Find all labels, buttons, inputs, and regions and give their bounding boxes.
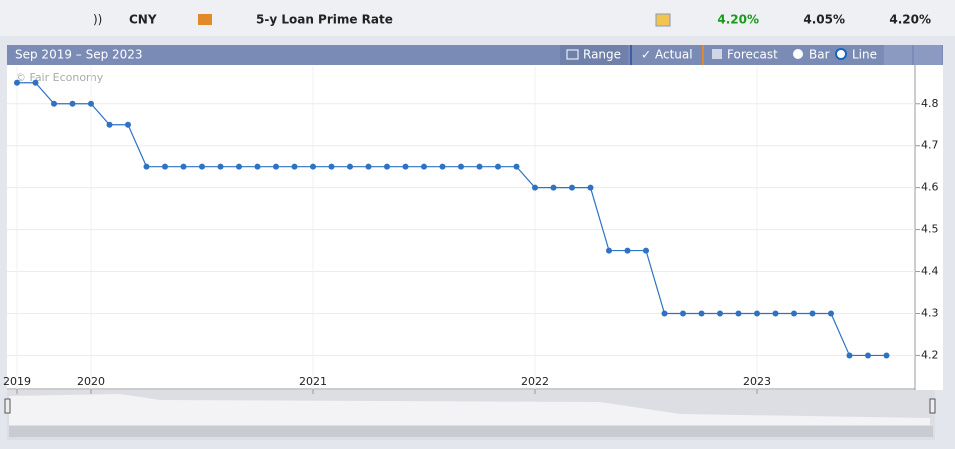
bar-option[interactable]: Bar: [809, 48, 830, 62]
data-point: [199, 163, 205, 170]
data-point: [809, 310, 816, 317]
actual-toggle[interactable]: Actual: [655, 48, 693, 62]
data-point: [791, 310, 797, 317]
event-name[interactable]: 5-y Loan Prime Rate: [256, 13, 393, 27]
data-point: [347, 163, 353, 170]
zoom-in[interactable]: [884, 45, 912, 65]
forecast-checkbox[interactable]: [712, 49, 722, 59]
forecast-toggle[interactable]: Forecast: [727, 48, 778, 62]
data-point: [754, 310, 760, 317]
data-point: [69, 100, 76, 107]
data-point: [217, 163, 224, 170]
data-point: [883, 352, 890, 359]
data-point: [643, 247, 649, 254]
zoom-out[interactable]: [914, 45, 942, 65]
y-tick-label: 4.6: [921, 181, 939, 194]
data-point: [828, 310, 834, 317]
data-point: [772, 310, 779, 317]
data-point: [384, 163, 390, 170]
data-point: [698, 310, 705, 317]
data-point: [661, 310, 668, 317]
data-point: [735, 310, 742, 317]
range-label: Sep 2019 – Sep 2023: [15, 48, 143, 62]
data-point: [254, 163, 261, 170]
nav-handle-right[interactable]: [929, 398, 936, 414]
line-radio[interactable]: [835, 48, 847, 60]
data-point: [624, 247, 631, 254]
data-point: [291, 163, 298, 170]
data-point: [273, 163, 279, 170]
currency: CNY: [129, 13, 157, 27]
data-point: [162, 163, 168, 170]
y-tick-label: 4.2: [921, 348, 939, 361]
data-point: [143, 163, 150, 170]
navigator-area: [9, 394, 930, 425]
data-point: [513, 163, 520, 170]
y-tick-label: 4.7: [921, 139, 939, 152]
detail-icon[interactable]: [655, 13, 671, 27]
watermark: © Fair Economy: [15, 71, 104, 84]
actual-value: 4.20%: [717, 13, 759, 27]
data-point: [88, 100, 94, 107]
data-point: [32, 79, 39, 86]
data-point: [51, 100, 57, 107]
data-point: [458, 163, 464, 170]
data-point: [14, 79, 20, 86]
data-point: [328, 163, 335, 170]
range-icon: [566, 49, 579, 60]
impact-icon: [198, 14, 212, 25]
forecast-value: 4.05%: [803, 13, 845, 27]
sound-icon[interactable]: )): [93, 13, 102, 27]
range-button-label[interactable]: Range: [583, 48, 621, 62]
line-option[interactable]: Line: [852, 48, 877, 62]
data-point: [550, 184, 557, 191]
data-point: [421, 163, 427, 170]
data-point: [680, 310, 686, 317]
data-point: [125, 121, 131, 128]
data-line: [17, 82, 887, 357]
data-point: [365, 163, 372, 170]
data-point: [569, 184, 575, 191]
y-tick-label: 4.5: [921, 223, 939, 236]
data-point: [587, 184, 594, 191]
previous-value: 4.20%: [889, 13, 931, 27]
data-point: [532, 184, 538, 191]
scrollbar[interactable]: [9, 426, 933, 437]
x-tick-label: 2023: [743, 375, 771, 388]
y-tick-label: 4.8: [921, 97, 939, 110]
actual-marker: [630, 45, 632, 65]
data-point: [106, 121, 113, 128]
y-tick-label: 4.4: [921, 265, 939, 278]
data-point: [717, 310, 723, 317]
data-point: [180, 163, 187, 170]
data-point: [865, 352, 871, 359]
x-tick-label: 2021: [299, 375, 327, 388]
header-bar: [0, 0, 955, 36]
bar-radio[interactable]: [793, 49, 803, 59]
data-point: [310, 163, 316, 170]
toolbar: [7, 45, 943, 65]
plot-area: [7, 65, 943, 390]
data-point: [846, 352, 853, 359]
x-tick-label: 2019: [3, 375, 31, 388]
data-point: [402, 163, 409, 170]
data-point: [236, 163, 242, 170]
forecast-marker: [702, 45, 704, 65]
x-tick-label: 2020: [77, 375, 105, 388]
y-tick-label: 4.3: [921, 306, 939, 319]
nav-handle-left[interactable]: [4, 398, 11, 414]
data-point: [606, 247, 612, 254]
data-point: [439, 163, 446, 170]
x-tick-label: 2022: [521, 375, 549, 388]
check[interactable]: ✓: [641, 48, 651, 62]
data-point: [476, 163, 483, 170]
data-point: [495, 163, 501, 170]
